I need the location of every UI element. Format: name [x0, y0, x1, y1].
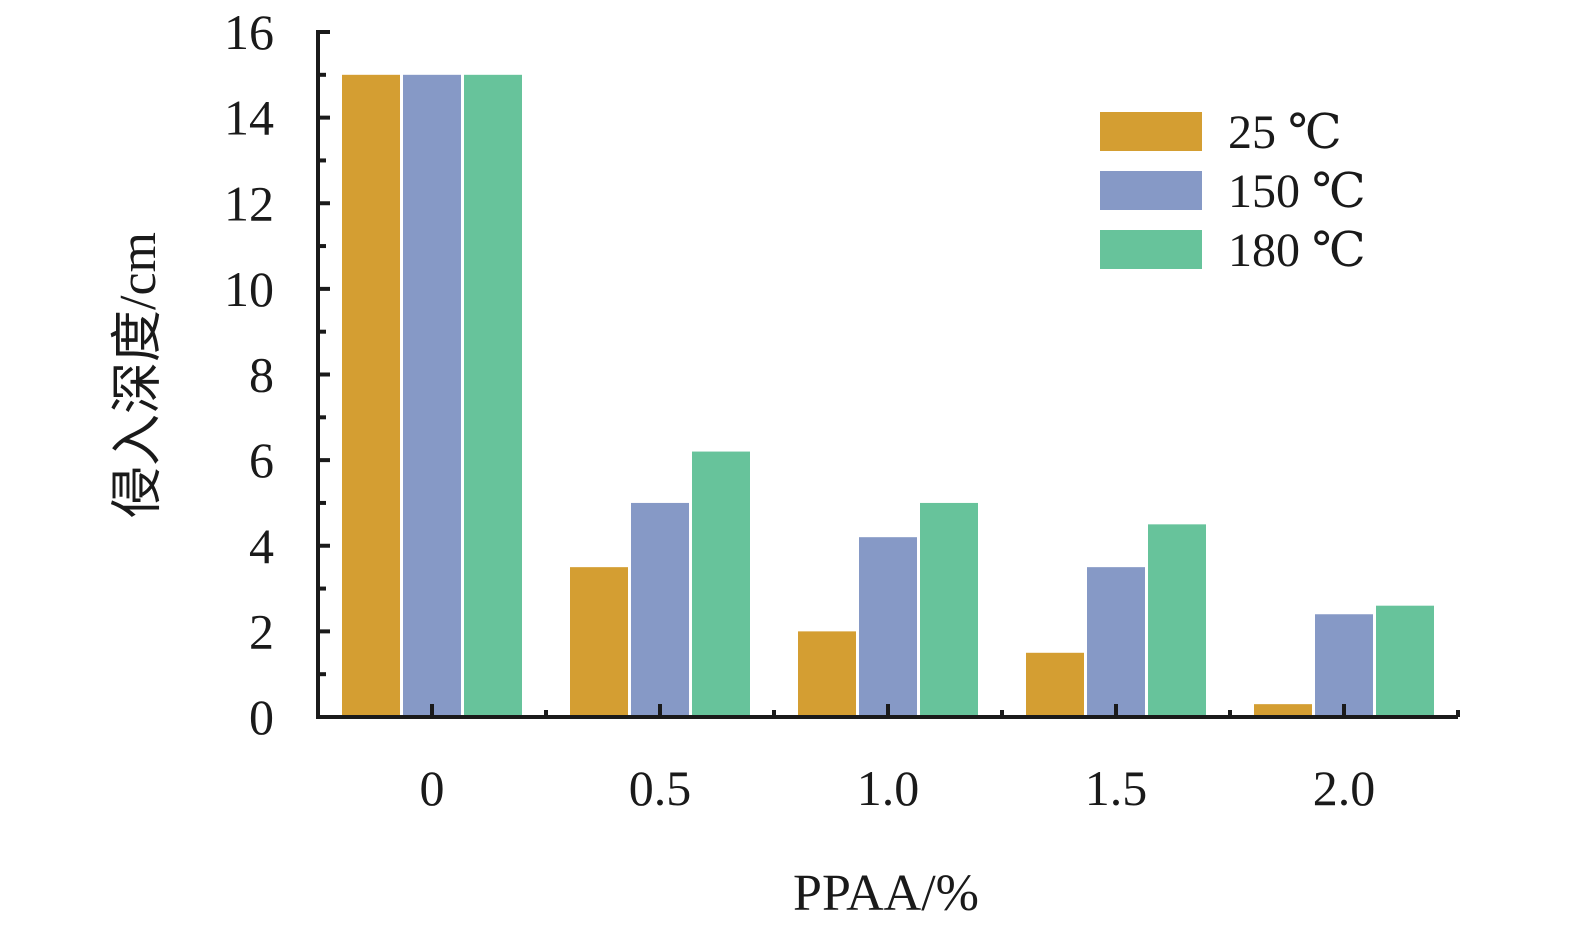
y-tick-label: 4 [249, 518, 274, 574]
bar-1-1-0 [798, 631, 856, 717]
bar-2-0 [403, 74, 461, 717]
x-tick-label: 0.5 [629, 760, 692, 816]
legend-label: 180 ℃ [1228, 224, 1366, 277]
bar-1-0 [342, 74, 400, 717]
bar-2-0-5 [631, 502, 689, 717]
axes-layer: 0 2 4 6 8 10 12 14 16 0 0.5 1.0 1.5 2.0 [224, 4, 1460, 816]
x-axis-title: PPAA/% [793, 865, 979, 922]
x-tick-label: 0 [420, 760, 445, 816]
bar-1-2-0 [1254, 704, 1312, 717]
y-tick-label: 12 [224, 175, 274, 231]
y-tick-label: 2 [249, 603, 274, 659]
bar-3-0-5 [692, 451, 750, 717]
bar-2-1-0 [859, 537, 917, 717]
legend-swatch [1100, 230, 1202, 269]
y-tick-label: 16 [224, 4, 274, 60]
legend-swatch [1100, 171, 1202, 210]
bar-3-1-5 [1148, 524, 1206, 717]
x-tick-label: 1.0 [857, 760, 920, 816]
x-tick-label: 2.0 [1313, 760, 1376, 816]
legend-swatch [1100, 112, 1202, 151]
y-tick-label: 6 [249, 432, 274, 488]
bar-2-1-5 [1087, 567, 1145, 717]
legend-label: 150 ℃ [1228, 165, 1366, 218]
bar-3-0 [464, 74, 522, 717]
y-tick-label: 0 [249, 689, 274, 745]
legend-item: 180 ℃ [1100, 224, 1366, 277]
bar-2-2-0 [1315, 614, 1373, 717]
y-tick-label: 8 [249, 347, 274, 403]
bar-3-2-0 [1376, 605, 1434, 717]
bar-3-1-0 [920, 502, 978, 717]
legend-label: 25 ℃ [1228, 106, 1342, 159]
y-tick-label: 14 [224, 90, 274, 146]
bar-1-0-5 [570, 567, 628, 717]
y-axis-title: 侵入深度/cm [110, 232, 167, 518]
bar-1-1-5 [1026, 652, 1084, 717]
y-tick-label: 10 [224, 261, 274, 317]
bars-layer [342, 74, 1434, 717]
legend-item: 150 ℃ [1100, 165, 1366, 218]
x-tick-label: 1.5 [1085, 760, 1148, 816]
legend: 25 ℃ 150 ℃ 180 ℃ [1100, 106, 1366, 277]
legend-item: 25 ℃ [1100, 106, 1342, 159]
